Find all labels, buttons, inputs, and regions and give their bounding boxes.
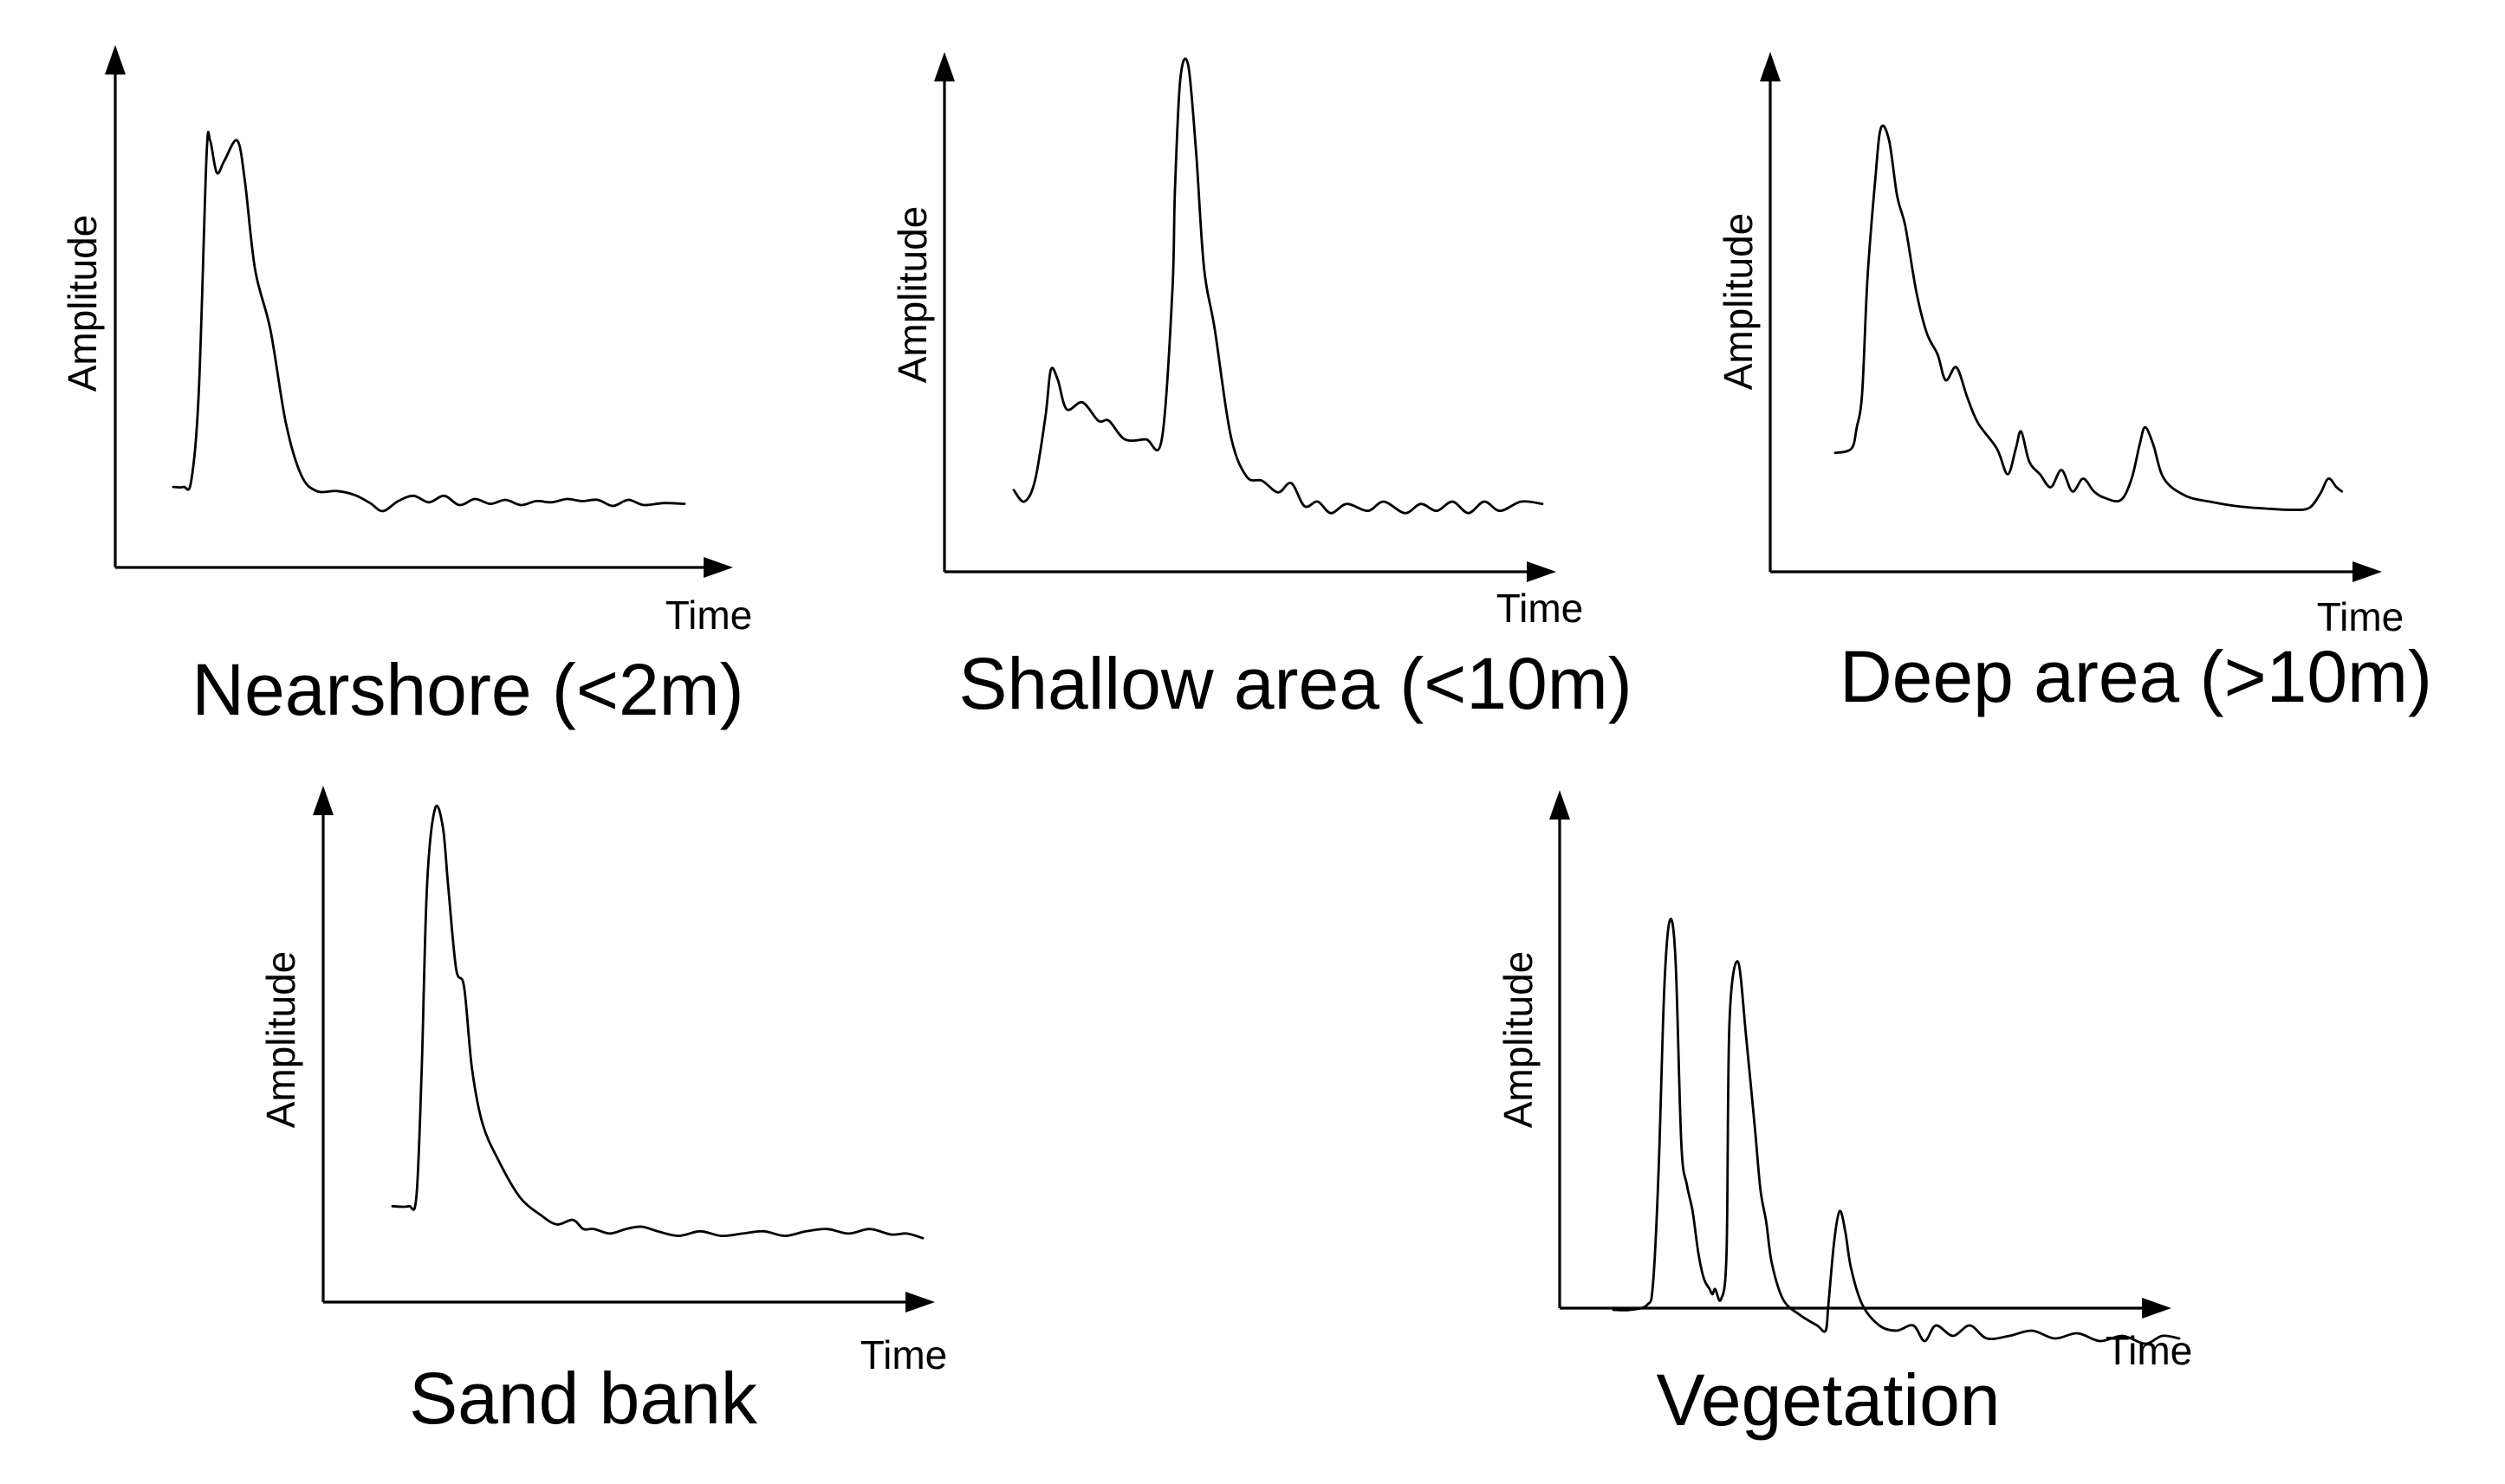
x-axis-label: Time: [1496, 586, 1584, 631]
x-axis-label: Time: [665, 593, 753, 638]
y-axis-arrow-icon: [1760, 52, 1781, 81]
waveform-nearshore: [172, 130, 686, 513]
panel-title: Deep area (>10m): [1840, 636, 2432, 717]
y-axis-label: Amplitude: [1496, 951, 1541, 1129]
panel-title: Sand bank: [409, 1358, 758, 1439]
x-axis-label: Time: [2317, 594, 2404, 639]
y-axis-arrow-icon: [105, 45, 126, 75]
y-axis-label: Amplitude: [890, 206, 935, 384]
y-axis-arrow-icon: [313, 786, 334, 815]
panel-title: Nearshore (<2m): [191, 649, 743, 730]
panel-shallow-area: Amplitude Time Shallow area (<10m): [890, 52, 1632, 724]
panel-nearshore: Amplitude Time Nearshore (<2m): [60, 45, 752, 730]
waveform-deep-area: [1833, 124, 2344, 511]
panel-title: Shallow area (<10m): [958, 643, 1632, 724]
x-axis-arrow-icon: [1527, 561, 1556, 582]
y-axis-arrow-icon: [934, 52, 955, 81]
x-axis-arrow-icon: [2352, 561, 2382, 582]
y-axis-label: Amplitude: [258, 951, 303, 1129]
panel-vegetation: Amplitude Time Vegetation: [1496, 790, 2192, 1441]
x-axis-arrow-icon: [905, 1292, 935, 1312]
x-axis-label: Time: [2106, 1328, 2193, 1373]
y-axis-label: Amplitude: [1716, 213, 1761, 391]
waveform-vegetation: [1612, 917, 2181, 1345]
panel-sand-bank: Amplitude Time Sand bank: [258, 786, 947, 1439]
x-axis-arrow-icon: [704, 557, 733, 578]
y-axis-arrow-icon: [1549, 790, 1570, 820]
panel-deep-area: Amplitude Time Deep area (>10m): [1716, 52, 2432, 717]
panel-title: Vegetation: [1656, 1359, 2000, 1441]
x-axis-label: Time: [860, 1332, 948, 1377]
x-axis-arrow-icon: [2142, 1298, 2171, 1319]
y-axis-label: Amplitude: [60, 215, 105, 392]
waveform-shallow-area: [1012, 57, 1544, 515]
waveform-sand-bank: [391, 804, 925, 1240]
